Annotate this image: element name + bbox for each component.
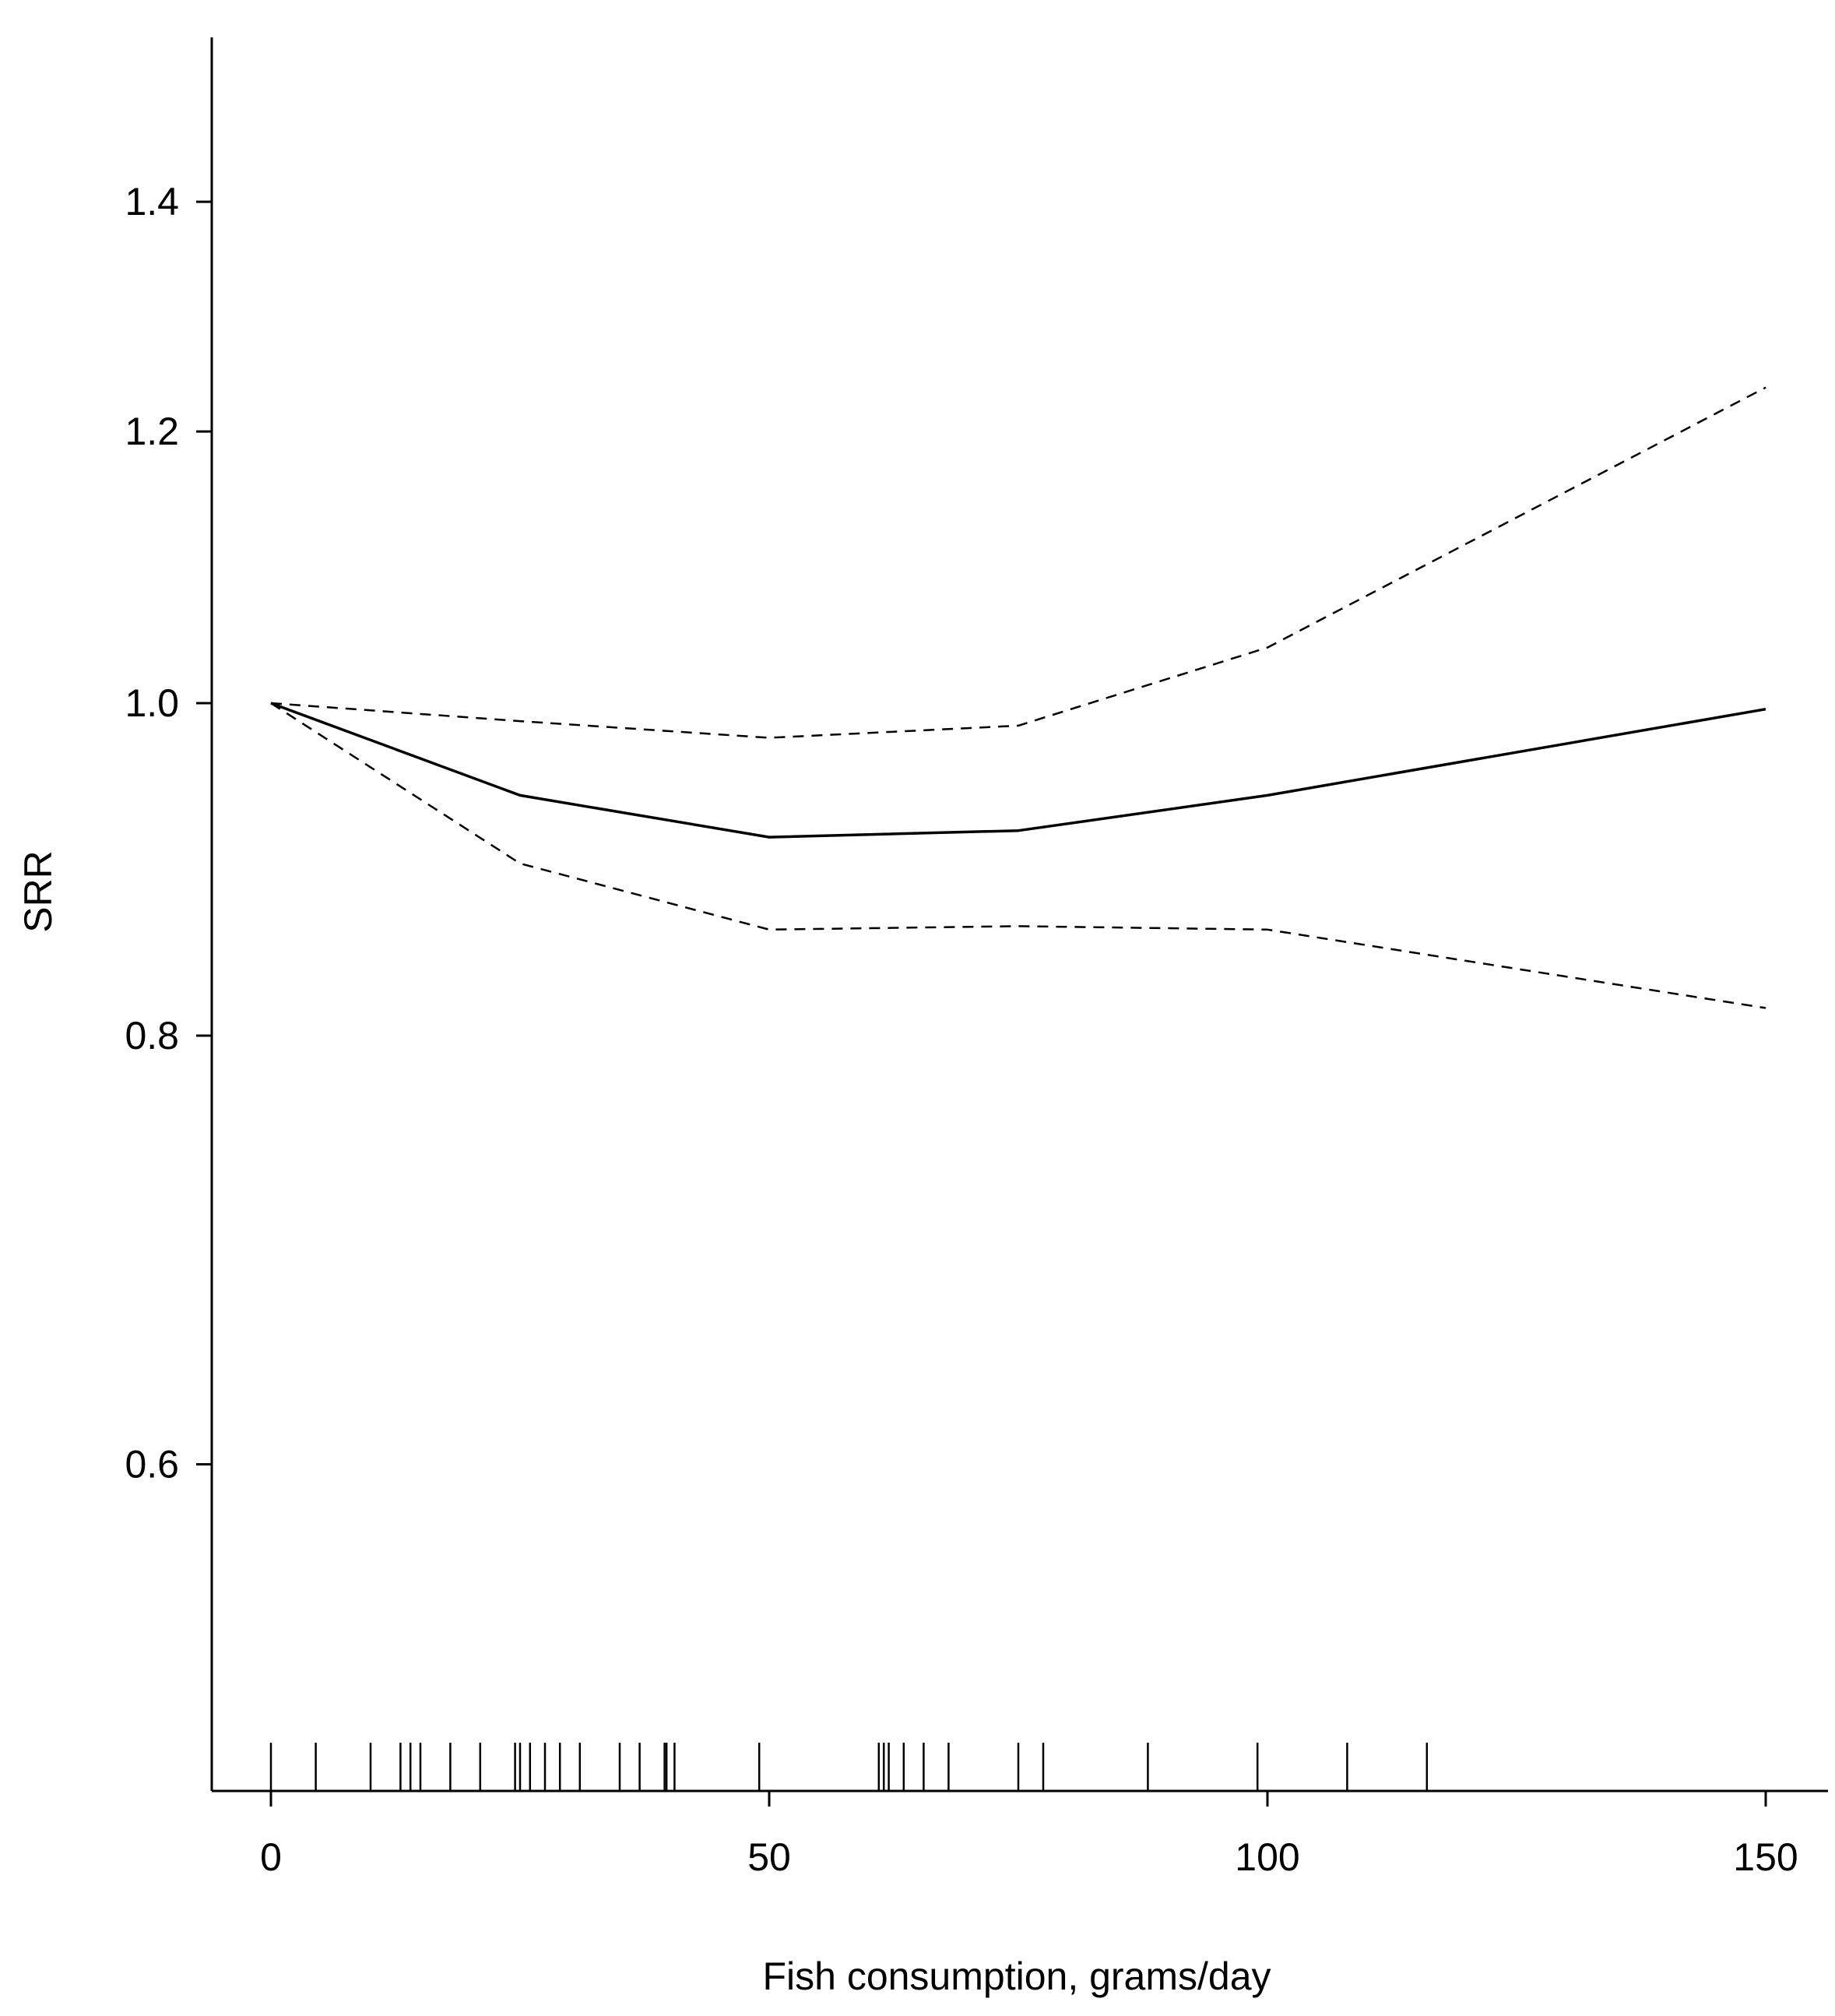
- y-tick-label: 0.6: [125, 1442, 179, 1486]
- x-tick-label: 50: [747, 1835, 791, 1879]
- x-tick-label: 0: [260, 1835, 282, 1879]
- series-layer: [270, 386, 1766, 1009]
- x-tick-label: 150: [1733, 1835, 1798, 1879]
- axes: [196, 37, 1828, 1807]
- tick-labels: 0.6 0.8 1.0 1.2 1.4 0 50 100 150: [125, 180, 1798, 1879]
- y-tick-label: 1.4: [125, 180, 179, 223]
- x-tick-label: 100: [1235, 1835, 1299, 1879]
- x-axis-title: Fish consumption, grams/day: [762, 1954, 1271, 1998]
- rug-marks: [269, 1743, 1429, 1791]
- y-axis-title: SRR: [16, 850, 60, 933]
- estimate-line: [270, 702, 1766, 839]
- y-tick-label: 1.0: [125, 681, 179, 725]
- upper-ci-line: [270, 386, 1766, 739]
- y-tick-label: 0.8: [125, 1014, 179, 1057]
- lower-ci-line: [270, 702, 1766, 1009]
- y-tick-label: 1.2: [125, 410, 179, 453]
